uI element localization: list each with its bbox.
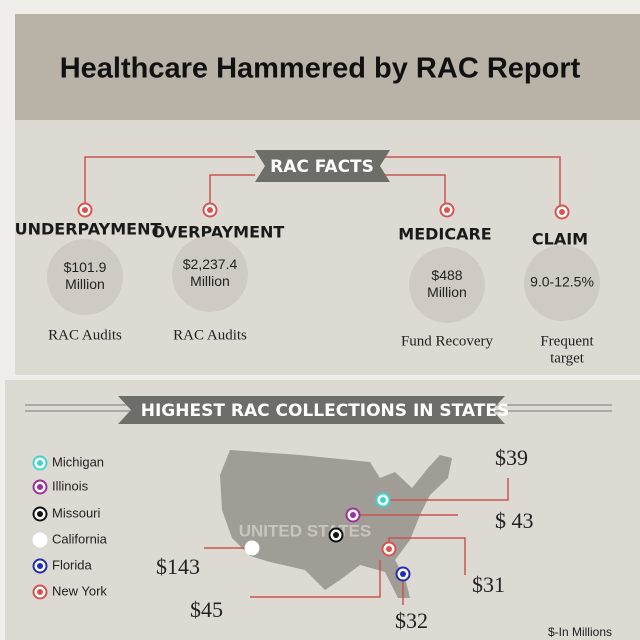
fact-label: Frequent	[540, 333, 594, 349]
unit-note: $-In Millions	[548, 625, 612, 639]
marker-dot	[333, 532, 339, 538]
marker-dot	[386, 546, 392, 552]
fact-circle	[524, 245, 600, 321]
fact-heading: OVERPAYMENT	[152, 223, 285, 242]
title-banner	[15, 14, 640, 120]
legend-label: New York	[52, 583, 107, 598]
leader-line	[250, 560, 381, 598]
marker-dot	[400, 571, 406, 577]
fact-label: RAC Audits	[173, 327, 247, 343]
marker-dot	[207, 207, 213, 213]
ribbon	[255, 150, 390, 182]
marker-dot	[37, 537, 43, 543]
state-value: $45	[190, 597, 223, 622]
marker-dot	[380, 497, 386, 503]
legend-label: Michigan	[52, 454, 104, 469]
legend-label: Florida	[52, 557, 93, 572]
legend-label: Missouri	[52, 505, 101, 520]
legend-label: California	[52, 531, 108, 546]
state-value: $39	[495, 445, 528, 470]
state-value: $143	[156, 554, 200, 579]
marker-dot	[559, 209, 565, 215]
fact-circle	[172, 236, 248, 312]
states: Michigan $39 Illinois $ 43 Missouri $45 Califo…	[32, 445, 534, 633]
marker-dot	[37, 589, 43, 595]
leader-lines	[84, 156, 561, 207]
map-label: UNITED STATES	[239, 521, 372, 540]
marker-dot	[37, 484, 43, 490]
ribbon-rules	[25, 404, 612, 412]
fact-amount: $2,237.4	[183, 256, 238, 272]
legend-label: Illinois	[52, 478, 89, 493]
fact-heading: CLAIM	[532, 230, 588, 249]
leader-line	[389, 478, 509, 501]
states-title: HIGHEST RAC COLLECTIONS IN STATES	[141, 401, 509, 421]
marker-dot	[444, 207, 450, 213]
marker-dot	[350, 512, 356, 518]
marker-dot	[37, 563, 43, 569]
ribbon	[118, 396, 505, 424]
fact-label: RAC Audits	[48, 327, 122, 343]
fact-amount: 9.0-12.5%	[530, 274, 594, 290]
marker-dot	[37, 460, 43, 466]
fact-amount: Million	[190, 273, 230, 289]
fact-label: target	[550, 350, 585, 366]
fact-amount: Million	[427, 284, 467, 300]
fact-amount: Million	[65, 276, 105, 292]
fact-circle	[409, 247, 485, 323]
fact-label: Fund Recovery	[401, 333, 494, 349]
marker-dot	[82, 207, 88, 213]
state-value: $ 43	[495, 508, 534, 533]
us-map	[220, 450, 452, 598]
fact-heading: UNDERPAYMENT	[15, 220, 162, 239]
fact-amount: $101.9	[64, 259, 107, 275]
leader-line	[388, 537, 466, 575]
fact-circle	[47, 239, 123, 315]
marker-dot	[249, 545, 255, 551]
state-value: $31	[472, 572, 505, 597]
fact-amount: $488	[431, 267, 462, 283]
state-value: $32	[395, 608, 428, 633]
fact-heading: MEDICARE	[398, 225, 491, 244]
marker-dot	[37, 511, 43, 517]
facts-title: RAC FACTS	[270, 157, 374, 177]
title: Healthcare Hammered by RAC Report	[60, 53, 581, 85]
